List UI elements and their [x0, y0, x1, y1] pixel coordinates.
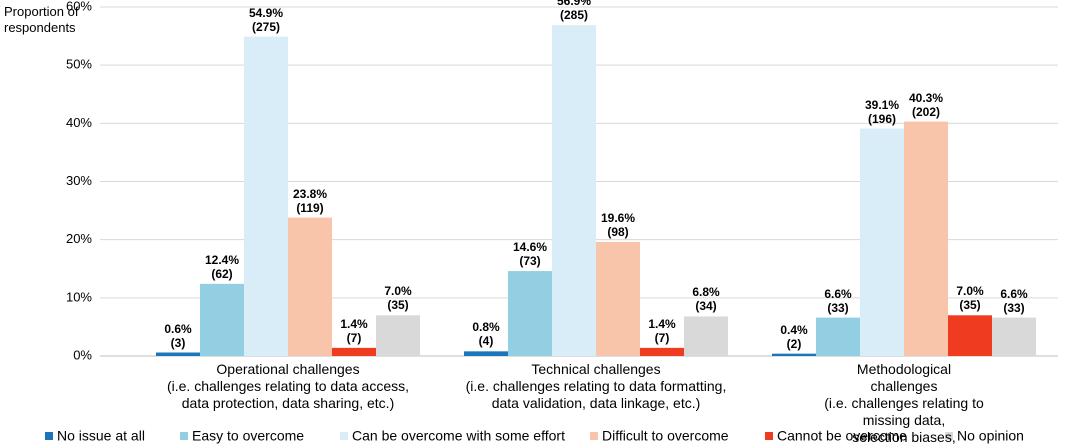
bar	[244, 36, 288, 356]
data-label: 1.4% (7)	[648, 316, 676, 345]
legend-swatch	[180, 432, 188, 440]
data-label: 56.9% (285)	[556, 0, 592, 23]
data-label: 7.0% (35)	[956, 284, 984, 313]
bar	[816, 317, 860, 356]
bar	[772, 353, 816, 356]
data-label: 6.6% (33)	[1000, 286, 1028, 315]
legend-label: Easy to overcome	[192, 428, 304, 444]
bar	[508, 271, 552, 356]
bar	[332, 347, 376, 356]
legend-swatch	[340, 432, 348, 440]
data-label: 0.8% (4)	[472, 320, 500, 349]
data-label: 7.0% (35)	[384, 284, 412, 313]
legend-swatch	[945, 432, 953, 440]
y-tick-label: 40%	[66, 115, 92, 130]
legend-label: Can be overcome with some effort	[352, 428, 565, 444]
y-tick-label: 0%	[73, 347, 92, 362]
bar	[640, 347, 684, 356]
x-tick-label: Methodological challenges (i.e. challeng…	[824, 361, 984, 447]
bar	[684, 316, 728, 356]
data-label: 6.8% (34)	[692, 285, 720, 314]
bar	[860, 128, 904, 356]
y-tick-label: 60%	[66, 0, 92, 13]
bar	[376, 315, 420, 356]
data-label: 0.6% (3)	[164, 321, 192, 350]
legend-label: No issue at all	[57, 428, 145, 444]
legend-label: Difficult to overcome	[602, 428, 729, 444]
y-tick-label: 50%	[66, 57, 92, 72]
data-label: 19.6% (98)	[600, 211, 636, 239]
bar	[200, 283, 244, 356]
bar	[904, 121, 948, 356]
bar	[992, 317, 1036, 356]
bar	[552, 25, 596, 356]
x-tick-label: Technical challenges (i.e. challenges re…	[465, 361, 727, 411]
data-label: 6.6% (33)	[824, 286, 852, 315]
legend-swatch	[590, 432, 598, 440]
bar	[288, 217, 332, 356]
data-label: 1.4% (7)	[340, 316, 368, 345]
legend-label: Cannot be overcome	[777, 428, 907, 444]
data-label: 54.9% (275)	[248, 5, 284, 34]
y-tick-label: 10%	[66, 289, 92, 304]
data-label: 12.4% (62)	[204, 252, 240, 281]
bar	[596, 241, 640, 356]
data-label: 23.8% (119)	[292, 186, 328, 215]
data-label: 40.3% (202)	[908, 90, 944, 119]
y-axis-label: Proportion of respondents	[4, 4, 79, 35]
y-tick-label: 20%	[66, 231, 92, 246]
data-label: 14.6% (73)	[512, 240, 548, 269]
bar	[948, 315, 992, 356]
legend-swatch	[45, 432, 53, 440]
bar	[156, 352, 200, 356]
y-tick-label: 30%	[66, 173, 92, 188]
x-tick-label: Operational challenges (i.e. challenges …	[166, 361, 410, 411]
legend-swatch	[765, 432, 773, 440]
legend-label: No opinion	[957, 428, 1024, 444]
bar	[464, 351, 508, 356]
data-label: 39.1% (196)	[864, 97, 900, 126]
data-label: 0.4% (2)	[780, 322, 808, 351]
